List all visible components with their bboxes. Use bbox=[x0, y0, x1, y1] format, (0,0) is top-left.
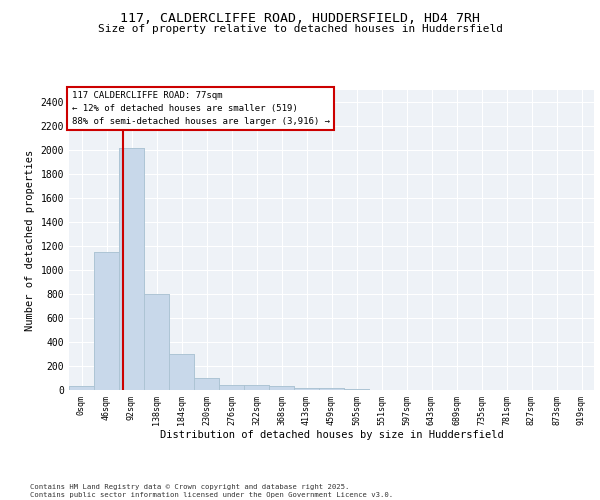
Bar bbox=[269, 386, 294, 390]
Bar bbox=[294, 388, 319, 390]
Bar bbox=[319, 388, 344, 390]
Bar bbox=[294, 388, 319, 390]
Bar bbox=[94, 252, 119, 390]
Bar bbox=[219, 385, 244, 390]
Bar bbox=[69, 386, 94, 390]
Text: Contains HM Land Registry data © Crown copyright and database right 2025.
Contai: Contains HM Land Registry data © Crown c… bbox=[30, 484, 393, 498]
X-axis label: Distribution of detached houses by size in Huddersfield: Distribution of detached houses by size … bbox=[160, 430, 503, 440]
Bar bbox=[169, 354, 194, 390]
Y-axis label: Number of detached properties: Number of detached properties bbox=[25, 150, 35, 330]
Bar bbox=[244, 385, 269, 390]
Bar bbox=[69, 386, 94, 390]
Bar bbox=[119, 148, 144, 390]
Bar bbox=[219, 385, 244, 390]
Bar bbox=[144, 294, 169, 390]
Bar bbox=[194, 378, 219, 390]
Bar bbox=[319, 388, 344, 390]
Bar bbox=[244, 385, 269, 390]
Text: 117 CALDERCLIFFE ROAD: 77sqm
← 12% of detached houses are smaller (519)
88% of s: 117 CALDERCLIFFE ROAD: 77sqm ← 12% of de… bbox=[71, 92, 329, 126]
Text: 117, CALDERCLIFFE ROAD, HUDDERSFIELD, HD4 7RH: 117, CALDERCLIFFE ROAD, HUDDERSFIELD, HD… bbox=[120, 12, 480, 26]
Bar bbox=[94, 252, 119, 390]
Bar bbox=[119, 148, 144, 390]
Bar bbox=[194, 378, 219, 390]
Bar bbox=[144, 294, 169, 390]
Bar bbox=[169, 354, 194, 390]
Bar bbox=[344, 389, 369, 390]
Bar bbox=[269, 386, 294, 390]
Text: Size of property relative to detached houses in Huddersfield: Size of property relative to detached ho… bbox=[97, 24, 503, 34]
Bar bbox=[344, 389, 369, 390]
